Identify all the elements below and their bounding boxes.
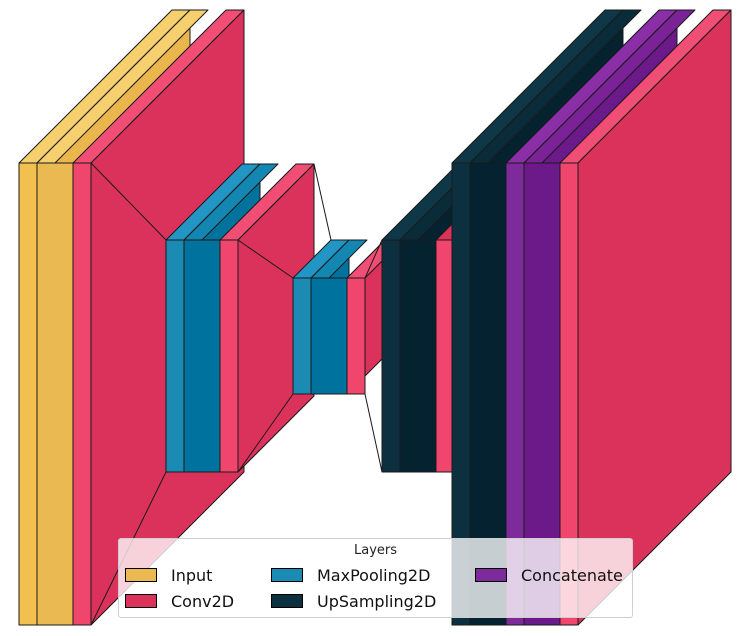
conv2d-layer-3: [219, 163, 315, 473]
maxpooling2d-layer-4: [310, 239, 368, 395]
legend-label-maxpooling2d: MaxPooling2D: [317, 565, 431, 585]
legend-item-input: Input: [125, 565, 212, 585]
legend-label-input: Input: [171, 565, 213, 585]
conv2d-layer-8: [577, 9, 732, 626]
input-layer-1: [18, 9, 191, 626]
concatenate-layer-1: [505, 9, 678, 626]
legend-item-maxpooling2d: MaxPooling2D: [271, 565, 430, 585]
legend-swatch-conv2d: [125, 594, 157, 608]
conv2d-layer-4: [237, 163, 332, 473]
legend-swatch-upsampling2d: [271, 594, 303, 608]
legend-label-conv2d: Conv2D: [171, 591, 235, 611]
conv2d-layer-7: [559, 9, 732, 626]
legend-item-concatenate: Concatenate: [475, 565, 623, 585]
maxpooling2d-layer-1: [165, 163, 261, 473]
legend-item-upsampling2d: UpSampling2D: [271, 591, 436, 611]
legend: Layers Input Conv2D MaxPooling2D UpSampl…: [118, 538, 633, 618]
legend-label-concatenate: Concatenate: [521, 565, 623, 585]
legend-title: Layers: [353, 543, 398, 558]
maxpooling2d-layer-3: [292, 239, 350, 395]
upsampling2d-layer-3: [451, 9, 624, 626]
legend-swatch-input: [125, 568, 157, 582]
legend-swatch-concatenate: [475, 568, 507, 582]
legend-swatch-maxpooling2d: [271, 568, 303, 582]
legend-label-upsampling2d: UpSampling2D: [317, 591, 437, 611]
legend-item-conv2d: Conv2D: [125, 591, 234, 611]
